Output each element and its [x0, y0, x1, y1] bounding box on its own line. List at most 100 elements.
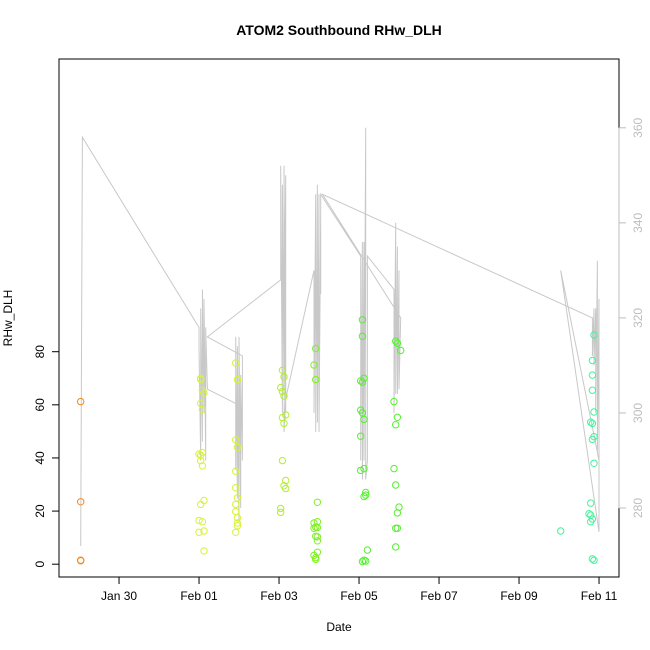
data-point	[280, 392, 288, 400]
data-point	[312, 555, 320, 564]
y-axis-label: RHw_DLH	[1, 290, 15, 347]
y-tick-label: 20	[33, 504, 47, 518]
data-point	[77, 498, 85, 506]
data-point	[362, 557, 370, 565]
data-point	[393, 524, 402, 532]
data-point	[198, 448, 207, 457]
data-point	[277, 383, 285, 392]
data-point	[588, 555, 597, 563]
data-point	[362, 491, 370, 499]
x-tick-label: Feb 05	[340, 589, 378, 603]
data-point	[278, 366, 287, 374]
data-point	[587, 518, 595, 526]
x-tick-label: Feb 01	[180, 589, 218, 603]
data-point	[195, 516, 203, 525]
data-point	[233, 443, 242, 451]
data-point	[312, 375, 320, 384]
data-point	[587, 499, 595, 507]
data-point	[233, 522, 242, 530]
y-axis-left: 0 20 40 60 80	[33, 345, 60, 568]
line-series-group	[80, 127, 600, 547]
data-point	[278, 387, 287, 396]
x-axis: Jan 30 Feb 01 Feb 03 Feb 05 Feb 07 Feb 09 Feb …	[101, 576, 618, 603]
data-point	[233, 514, 242, 522]
x-tick-label: Jan 30	[101, 589, 137, 603]
y-tick-label: 0	[33, 561, 47, 568]
data-point	[232, 507, 240, 516]
data-point	[232, 359, 240, 367]
data-point	[310, 524, 318, 532]
data-point	[358, 557, 367, 566]
data-point	[557, 527, 565, 535]
data-point	[232, 467, 240, 475]
data-point	[310, 551, 318, 560]
data-point	[77, 397, 85, 406]
x-tick-label: Feb 07	[420, 589, 458, 603]
data-point	[588, 356, 597, 365]
data-point	[360, 415, 368, 424]
data-point	[277, 504, 285, 513]
data-point	[282, 476, 290, 485]
data-point	[280, 419, 288, 428]
data-point	[358, 332, 367, 340]
y2-tick-label: 280	[631, 498, 645, 518]
data-point	[588, 419, 597, 428]
data-point	[587, 418, 595, 426]
data-point	[198, 518, 207, 526]
plot-frame	[58, 58, 620, 578]
data-point	[278, 456, 287, 465]
data-point	[393, 413, 402, 421]
data-point	[232, 436, 240, 444]
data-point	[233, 375, 242, 384]
data-point	[392, 543, 400, 551]
line-series-0	[80, 127, 600, 547]
data-point	[197, 375, 205, 384]
data-point	[200, 389, 208, 397]
data-point	[233, 494, 242, 502]
data-point	[195, 450, 203, 458]
data-point	[232, 528, 240, 536]
data-point	[390, 464, 398, 473]
data-point	[280, 373, 288, 381]
data-point	[232, 500, 240, 509]
data-point	[358, 316, 367, 324]
data-point	[588, 371, 597, 379]
x-axis-label: Date	[326, 620, 352, 634]
data-point	[310, 361, 318, 369]
data-point	[393, 509, 402, 517]
data-point	[197, 500, 205, 509]
data-point	[313, 523, 322, 532]
data-point	[277, 508, 285, 517]
data-point	[585, 510, 593, 518]
data-point	[357, 377, 365, 385]
chart-title: ATOM2 Southbound RHw_DLH	[236, 22, 442, 38]
y-tick-label: 80	[33, 345, 47, 359]
data-point	[357, 432, 365, 440]
data-point	[390, 397, 398, 406]
points-group	[77, 316, 598, 566]
y2-tick-label: 360	[631, 117, 645, 137]
data-point	[588, 435, 597, 444]
data-point	[77, 557, 85, 565]
data-point	[393, 339, 402, 347]
data-point	[357, 466, 365, 475]
data-point	[397, 346, 405, 355]
data-point	[313, 533, 322, 541]
data-point	[233, 519, 242, 527]
data-point	[587, 511, 595, 519]
data-point	[312, 344, 320, 353]
data-point	[198, 405, 207, 414]
y-axis-right: 280 300 320 340 360	[618, 117, 645, 518]
data-point	[358, 378, 367, 386]
x-tick-label: Feb 09	[500, 589, 538, 603]
data-point	[200, 547, 208, 555]
data-point	[590, 408, 598, 416]
data-point	[590, 459, 598, 467]
data-point	[392, 421, 400, 429]
data-point	[200, 527, 208, 535]
x-tick-label: Feb 03	[260, 589, 298, 603]
x-tick-label: Feb 11	[581, 589, 618, 603]
data-point	[590, 331, 598, 339]
data-point	[358, 409, 367, 417]
